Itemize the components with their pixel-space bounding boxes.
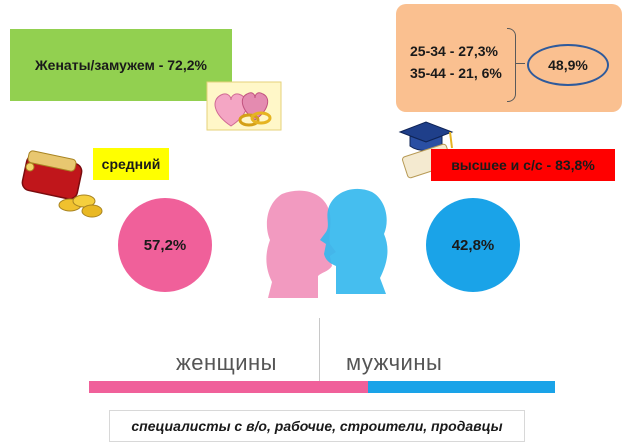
occupations-label: специалисты с в/о, рабочие, строители, п… [131, 418, 503, 434]
married-stat-box: Женаты/замужем - 72,2% [10, 29, 232, 101]
married-stat-label: Женаты/замужем - 72,2% [35, 57, 207, 73]
women-label: женщины [176, 350, 277, 375]
education-level-label: высшее и с/с - 83,8% [451, 157, 595, 173]
age-groups-lines: 25-34 - 27,3% 35-44 - 21, 6% [410, 40, 502, 84]
age-total-value: 48,9% [548, 57, 588, 73]
women-percent-circle: 57,2% [118, 198, 212, 292]
gender-divider [319, 318, 320, 383]
age-brace [507, 28, 516, 102]
income-level-label: средний [101, 156, 161, 172]
men-label: мужчины [346, 350, 443, 375]
age-total-ellipse: 48,9% [527, 44, 609, 86]
women-share-bar [89, 381, 368, 393]
men-percent-circle: 42,8% [426, 198, 520, 292]
education-level-tag: высшее и с/с - 83,8% [431, 149, 615, 181]
wallet-coins-icon [18, 147, 104, 226]
silhouette-heads-icon [262, 186, 392, 321]
occupations-box: специалисты с в/о, рабочие, строители, п… [109, 410, 525, 442]
men-share-bar [368, 381, 555, 393]
hearts-rings-icon [205, 80, 283, 137]
income-level-tag: средний [93, 148, 169, 180]
women-percent-value: 57,2% [143, 236, 187, 254]
age-group-25-34: 25-34 - 27,3% [410, 43, 498, 59]
age-group-35-44: 35-44 - 21, 6% [410, 65, 502, 81]
age-brace-tip [515, 63, 525, 64]
men-percent-value: 42,8% [451, 236, 495, 254]
